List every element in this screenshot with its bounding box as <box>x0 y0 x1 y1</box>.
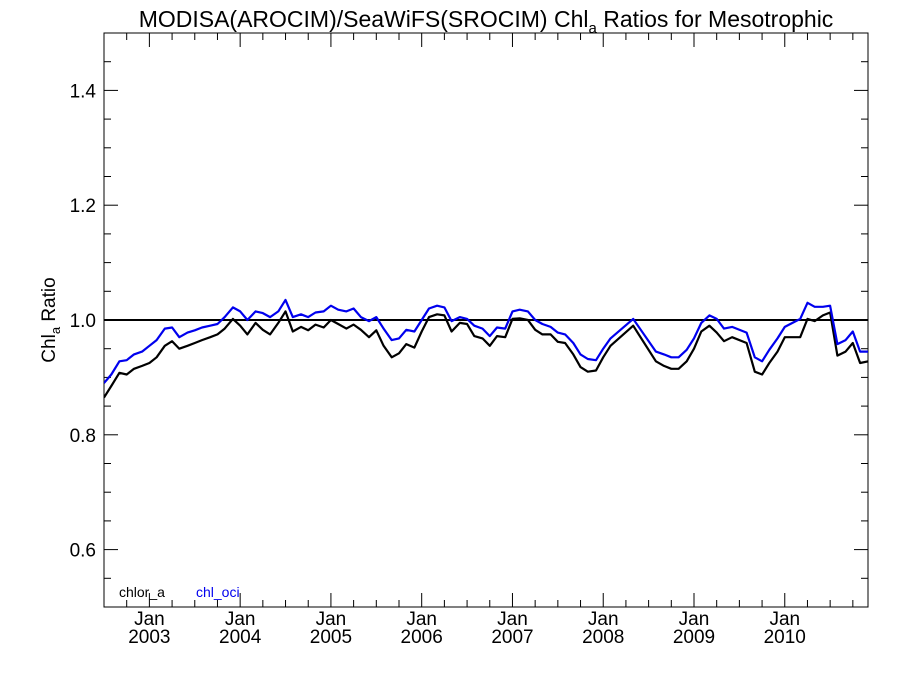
y-tick-label: 0.8 <box>70 426 96 447</box>
x-tick-year-label: 2006 <box>401 627 443 648</box>
x-tick-month-label: Jan <box>134 609 165 630</box>
chart-title: MODISA(AROCIM)/SeaWiFS(SROCIM) Chla Rati… <box>139 6 834 37</box>
x-tick-month-label: Jan <box>406 609 437 630</box>
x-tick-year-label: 2008 <box>582 627 624 648</box>
x-tick-year-label: 2010 <box>764 627 806 648</box>
y-tick-label: 1.0 <box>70 311 96 332</box>
legend: chlor_a chl_oci <box>119 584 240 600</box>
series-line-chl-oci <box>104 298 868 384</box>
y-tick-label: 1.2 <box>70 196 96 217</box>
y-axis-label: Chla Ratio <box>39 277 63 362</box>
x-tick-month-label: Jan <box>588 609 619 630</box>
y-tick-label: 1.4 <box>70 81 97 102</box>
x-tick-month-label: Jan <box>497 609 528 630</box>
x-tick-month-label: Jan <box>225 609 256 630</box>
x-tick-year-label: 2003 <box>128 627 170 648</box>
series-line-chlor-a <box>104 310 868 399</box>
x-tick-year-label: 2007 <box>491 627 533 648</box>
x-ticks: Jan2003Jan2004Jan2005Jan2006Jan2007Jan20… <box>103 33 854 648</box>
x-tick-year-label: 2009 <box>673 627 715 648</box>
x-tick-month-label: Jan <box>679 609 710 630</box>
legend-chlor-a: chlor_a <box>119 584 165 600</box>
x-tick-year-label: 2004 <box>219 627 262 648</box>
x-tick-month-label: Jan <box>316 609 347 630</box>
legend-chl-oci: chl_oci <box>196 584 240 600</box>
y-tick-label: 0.6 <box>70 541 96 562</box>
series-group <box>104 298 868 399</box>
x-tick-month-label: Jan <box>769 609 800 630</box>
x-tick-year-label: 2005 <box>310 627 352 648</box>
y-ticks: 0.6 0.8 1.0 1.2 1.4 <box>70 61 868 579</box>
